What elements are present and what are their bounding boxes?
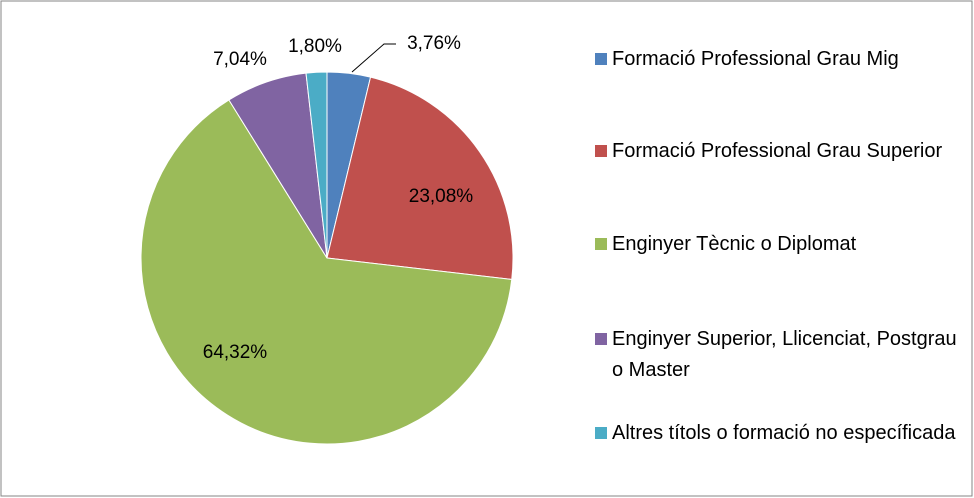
pie-slice — [326, 76, 514, 281]
legend-label: Altres títols o formació no específicada — [612, 422, 956, 444]
legend-swatch — [595, 238, 607, 250]
legend-item: Formació Professional Grau Superior — [595, 136, 962, 167]
legend-item: Enginyer Tècnic o Diplomat — [595, 229, 962, 260]
data-label: 3,76% — [407, 33, 461, 54]
data-label: 7,04% — [213, 49, 267, 70]
data-label: 1,80% — [288, 36, 342, 57]
data-label: 64,32% — [203, 342, 268, 363]
pie-slice — [305, 71, 328, 259]
legend-swatch — [595, 145, 607, 157]
legend-label: Formació Professional Grau Superior — [612, 140, 943, 162]
legend-swatch — [595, 333, 607, 345]
legend-label: Enginyer Tècnic o Diplomat — [612, 233, 857, 255]
legend-swatch — [595, 427, 607, 439]
legend-label: Formació Professional Grau Mig — [612, 48, 899, 70]
data-label: 23,08% — [409, 186, 474, 207]
pie-slice — [140, 99, 513, 445]
legend-item: Formació Professional Grau Mig — [595, 44, 962, 75]
legend-item: Enginyer Superior, Llicenciat, Postgrau … — [595, 324, 962, 386]
leader-line — [351, 43, 396, 73]
legend-swatch — [595, 53, 607, 65]
legend-label: Enginyer Superior, Llicenciat, Postgrau … — [612, 328, 957, 381]
legend-item: Altres títols o formació no específicada — [595, 418, 962, 449]
